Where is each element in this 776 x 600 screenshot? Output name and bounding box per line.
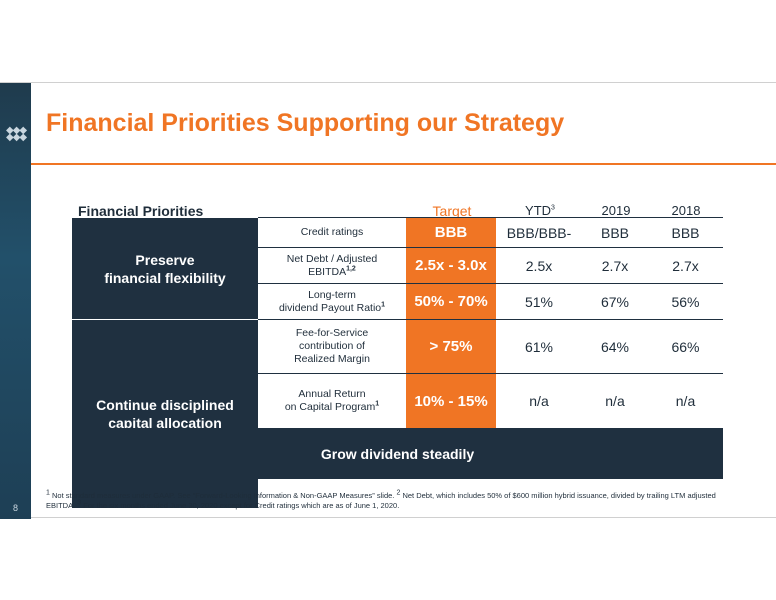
row-2018: 66% xyxy=(671,338,700,355)
row-target: 10% - 15% xyxy=(406,374,496,428)
table-row: Net Debt / Adjusted EBITDA1,2 2.5x - 3.0x… xyxy=(258,248,723,284)
row-2018: 56% xyxy=(671,293,700,310)
footnote: 1 Not standard measures under GAAP. See … xyxy=(46,489,716,511)
row-ytd: n/a xyxy=(529,393,549,409)
table-row: Credit ratings BBB BBB/BBB- BBB BBB xyxy=(258,218,723,248)
header-financial-priorities: Financial Priorities xyxy=(78,203,204,219)
company-logo-icon: ◆◆◆ ◆◆◆ xyxy=(6,125,27,143)
header-2018: 2018 xyxy=(671,203,701,218)
grow-dividend-row: Grow dividend steadily xyxy=(72,428,723,479)
header-2019: 2019 xyxy=(601,203,631,218)
row-2019: BBB xyxy=(600,224,629,241)
table-row: Fee-for-Service contribution of Realized M… xyxy=(258,320,723,374)
row-target: > 75% xyxy=(406,320,496,373)
row-ytd: BBB/BBB- xyxy=(506,224,572,241)
header-target: Target xyxy=(432,203,472,219)
row-label: Long-term dividend Payout Ratio1 xyxy=(278,288,386,314)
page-title: Financial Priorities Supporting our Stra… xyxy=(46,109,565,137)
row-2019: 2.7x xyxy=(601,257,629,274)
row-2019: n/a xyxy=(605,393,625,409)
row-2018: n/a xyxy=(675,393,696,409)
slide: ◆◆◆ ◆◆◆ 8 Financial Priorities Supporting… xyxy=(0,82,776,519)
row-ytd: 61% xyxy=(524,338,554,355)
row-ytd: 2.5x xyxy=(525,257,553,274)
row-2019: 64% xyxy=(600,338,630,355)
row-ytd: 51% xyxy=(524,293,554,310)
row-label: Credit ratings xyxy=(300,226,364,238)
row-label: Net Debt / Adjusted EBITDA1,2 xyxy=(286,252,378,278)
side-bar: ◆◆◆ ◆◆◆ 8 xyxy=(0,83,31,519)
header-ytd: YTD3 xyxy=(525,203,555,218)
row-target: 2.5x - 3.0x xyxy=(406,248,496,283)
row-2019: 67% xyxy=(600,293,630,310)
table-row: Long-term dividend Payout Ratio1 50% - 70… xyxy=(258,284,723,320)
row-target: BBB xyxy=(406,218,496,247)
row-label: Fee-for-Service contribution of Realized M… xyxy=(294,327,370,365)
table-row: Annual Return on Capital Program1 10% - 1… xyxy=(258,374,723,428)
table-top-line xyxy=(258,217,723,218)
row-2018: BBB xyxy=(671,224,700,241)
row-label: Annual Return on Capital Program1 xyxy=(284,388,380,413)
row-target: 50% - 70% xyxy=(406,284,496,319)
title-divider xyxy=(31,163,776,165)
row-2018: 2.7x xyxy=(672,257,699,274)
group-preserve-flexibility: Preserve financial flexibility xyxy=(72,218,258,320)
group-capital-allocation: Continue disciplined capital allocation xyxy=(72,320,258,508)
page-number: 8 xyxy=(12,503,18,513)
